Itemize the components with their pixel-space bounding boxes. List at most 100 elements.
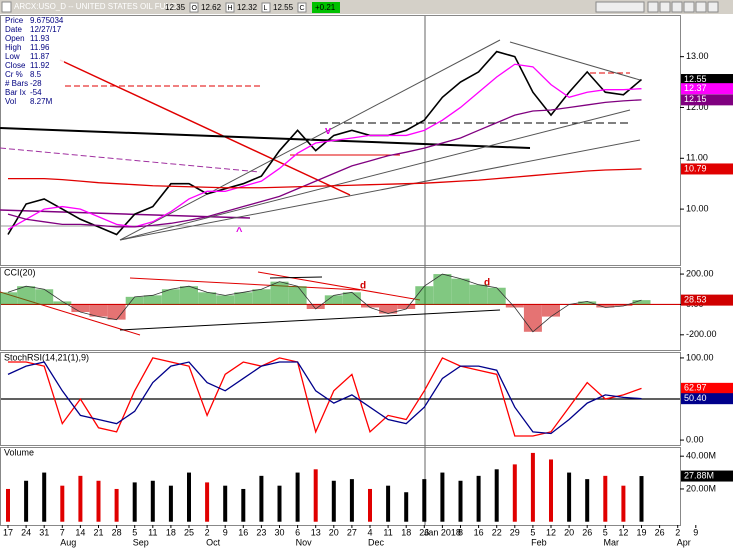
info-value: -54 (30, 88, 42, 97)
trendline (119, 139, 641, 241)
x-tick-label: 11 (148, 527, 157, 537)
y-tick-label: 12.00 (686, 102, 709, 112)
histogram-bar (17, 286, 36, 305)
histogram-bar (523, 304, 542, 332)
chart-title: ARCX:USO_D -- UNITED STATES OIL FUND (14, 2, 177, 11)
annotation: d (360, 281, 366, 292)
volume-bar (168, 485, 173, 522)
last-value-label: 12.15 (684, 94, 707, 104)
x-tick-label: 18 (166, 527, 176, 537)
y-tick-label: 20.00M (686, 483, 716, 493)
histogram-bar (270, 281, 289, 305)
x-tick-label: 19 (636, 527, 646, 537)
quote-label: L (264, 5, 268, 12)
x-tick-label: 28 (112, 527, 122, 537)
last-value-label: 10.79 (684, 163, 707, 173)
histogram-bar (0, 292, 17, 305)
panel-title: Volume (4, 447, 34, 457)
panel-title: CCI(20) (4, 267, 36, 277)
volume-bar (386, 485, 391, 522)
toolbar-button[interactable] (695, 1, 707, 13)
x-tick-label: 2 (205, 527, 210, 537)
volume-bar (422, 479, 427, 522)
volume-bar (42, 472, 47, 522)
x-tick-label: 9 (223, 527, 228, 537)
last-value-box (681, 470, 733, 482)
series-line (7, 361, 642, 435)
last-value-label: 50.40 (684, 393, 707, 403)
series-line (7, 50, 643, 236)
volume-bar (440, 472, 445, 522)
x-tick-label: 9 (693, 527, 698, 537)
trendline (119, 109, 631, 241)
volume-bar (585, 479, 590, 522)
y-tick-label: 10.00 (686, 203, 709, 213)
volume-bar (313, 469, 318, 522)
x-tick-label: 20 (564, 527, 574, 537)
last-value-label: 28.53 (684, 294, 707, 304)
last-value-box (681, 294, 733, 306)
info-label: Date (5, 25, 22, 34)
histogram-bar (306, 304, 325, 309)
last-value-label: 62.97 (684, 383, 707, 393)
histogram-bar (415, 286, 434, 305)
last-value-label: 12.55 (684, 74, 707, 84)
x-tick-label: 12 (546, 527, 556, 537)
toolbar-button[interactable] (707, 1, 719, 13)
toolbar-button[interactable] (671, 1, 683, 13)
histogram-bar (451, 278, 470, 305)
volume-bar (349, 479, 354, 522)
info-box: Price 9.675034 Date 12/27/17 Open 11.93 High 11… (2, 16, 64, 108)
x-tick-label: 31 (39, 527, 49, 537)
histogram-bar (324, 295, 343, 305)
x-tick-label: 21 (93, 527, 103, 537)
histogram-bar (35, 289, 54, 305)
last-value-label: 12.37 (684, 83, 707, 93)
toolbar-button[interactable] (595, 1, 645, 13)
info-label: # Bars (5, 79, 28, 88)
info-label: Bar Ix (5, 88, 26, 97)
volume-bar (78, 475, 83, 522)
y-tick-label: 11.00 (686, 153, 708, 163)
histogram-bar (143, 295, 162, 305)
quote-change: +0.21 (315, 3, 336, 12)
info-label: Cr % (5, 70, 23, 79)
info-label: High (5, 43, 21, 52)
quote-label: C (300, 5, 305, 12)
quote-label: H (228, 5, 233, 12)
volume-bar (404, 492, 409, 522)
volume-bar (6, 488, 10, 522)
quote-label-box (225, 2, 235, 13)
toolbar-button[interactable] (683, 1, 695, 13)
x-tick-label: 5 (132, 527, 137, 537)
histogram-bar (487, 287, 506, 305)
toolbar-button[interactable] (659, 1, 671, 13)
volume-bar (96, 480, 101, 522)
series-line (7, 99, 642, 228)
x-tick-label: 5 (603, 527, 608, 537)
histogram-bar (632, 300, 651, 305)
volume-bar (24, 480, 29, 522)
toolbar (595, 1, 719, 13)
histogram-bar (161, 289, 180, 305)
x-tick-label: 23 (256, 527, 266, 537)
x-tick-label: 26 (419, 527, 429, 537)
x-tick-label: 16 (238, 527, 248, 537)
histogram-bar (89, 304, 108, 317)
panel-frames (0, 15, 681, 526)
x-tick-label: 14 (75, 527, 85, 537)
toolbar-button[interactable] (647, 1, 659, 13)
volume-bar (205, 482, 210, 522)
volume-bar (241, 488, 246, 522)
panel-frame (0, 352, 681, 446)
info-value: -28 (30, 79, 42, 88)
volume-bar (150, 480, 155, 522)
trendline (509, 41, 641, 81)
change-box (312, 2, 340, 13)
annotation: d (484, 278, 490, 289)
panel-frame (0, 447, 681, 526)
quote-value: 12.62 (201, 3, 222, 12)
info-value: 8.5 (30, 70, 42, 79)
